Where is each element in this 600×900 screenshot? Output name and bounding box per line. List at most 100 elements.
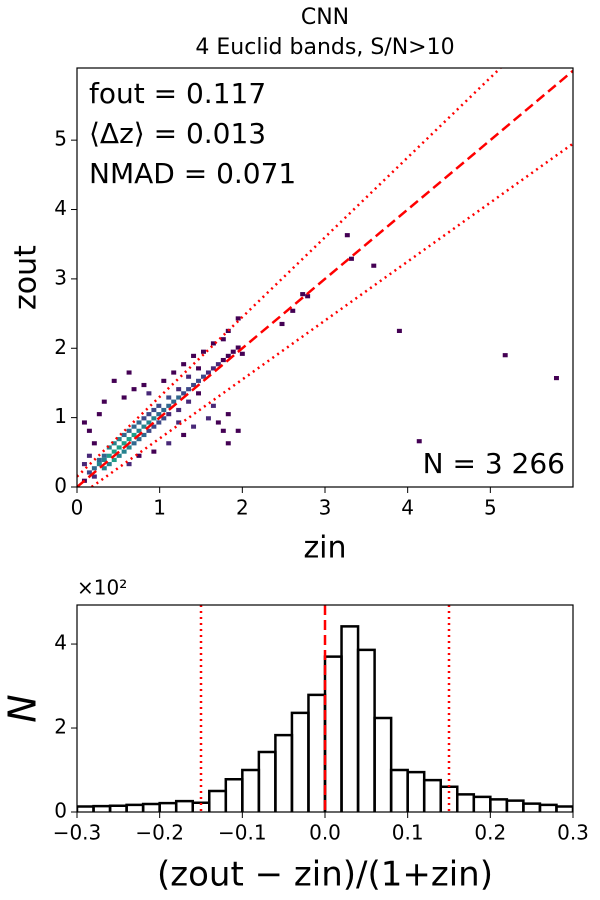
hist2d-cell xyxy=(186,399,192,404)
hist2d-cell xyxy=(239,351,245,356)
hist2d-cell xyxy=(210,366,216,371)
x-tick-label: 0.2 xyxy=(474,821,506,845)
hist2d-cell xyxy=(196,391,201,396)
x-tick-label: 4 xyxy=(401,496,414,520)
x-tick-label: 2 xyxy=(236,496,249,520)
histogram-bin xyxy=(373,716,393,812)
hist2d-cell xyxy=(96,457,102,463)
axes-frame xyxy=(76,604,574,813)
hist2d-cell xyxy=(121,441,127,446)
hist2d-cell xyxy=(210,403,216,408)
hist2d-cell xyxy=(141,424,147,429)
hist2d-cell xyxy=(553,376,559,381)
hist2d-cell xyxy=(141,416,147,421)
hist2d-cell xyxy=(416,439,422,444)
hist2d-cell xyxy=(146,391,152,396)
x-tick-label: −0.2 xyxy=(135,821,184,845)
hist2d-cell xyxy=(225,353,231,358)
y-tick-label: 4 xyxy=(54,631,67,655)
plot-area xyxy=(77,68,573,487)
x-tick-label: −0.1 xyxy=(218,821,267,845)
x-tick-label: 1 xyxy=(153,496,166,520)
y-tick-label: 1 xyxy=(54,404,67,428)
hist2d-cell xyxy=(81,462,87,467)
histogram-bin xyxy=(389,768,409,812)
y-tick-label: 4 xyxy=(54,196,67,220)
histogram-bin xyxy=(274,733,294,812)
y-tick-label: 0 xyxy=(54,799,67,823)
hist2d-cell xyxy=(279,321,285,327)
y-tick-label: 0 xyxy=(54,474,67,498)
hist2d-cell xyxy=(225,441,231,446)
hist2d-cell xyxy=(161,378,167,383)
histogram-bin xyxy=(422,778,442,812)
histogram-bin xyxy=(92,804,112,812)
hist2d-cell xyxy=(116,437,122,442)
hist2d-cell xyxy=(96,412,102,417)
hist2d-cell xyxy=(91,441,97,446)
hist2d-cell xyxy=(156,420,162,425)
y-axis-label: N xyxy=(1,694,45,722)
hist2d-cell xyxy=(166,441,172,446)
histogram-bin xyxy=(158,801,178,812)
hist2d-cell xyxy=(300,292,306,297)
hist2d-cell xyxy=(101,457,107,463)
hist2d-cell xyxy=(181,362,187,367)
chart-title: CNN xyxy=(301,5,349,30)
hist2d-cell xyxy=(201,374,206,379)
hist2d-cell xyxy=(348,256,354,261)
hist2d-cell xyxy=(196,378,201,383)
hist2d-cell xyxy=(215,420,221,425)
hist2d-cell xyxy=(86,470,92,475)
hist2d-cell xyxy=(166,403,172,408)
reference-line xyxy=(77,69,573,487)
hist2d-cell xyxy=(290,308,296,313)
y-tick-label: 3 xyxy=(54,265,67,289)
hist2d-cell xyxy=(396,328,402,333)
hist2d-cell xyxy=(161,416,167,421)
hist2d-cell xyxy=(136,428,142,433)
hist2d-cell xyxy=(126,428,132,433)
hist2d-cell xyxy=(141,432,147,438)
x-tick-label: 0.0 xyxy=(309,821,341,845)
hist2d-cell xyxy=(176,407,182,413)
hist2d-cell xyxy=(106,445,112,450)
histogram-bin xyxy=(224,778,244,812)
hist2d-cell xyxy=(502,353,508,358)
histogram-bin xyxy=(439,785,459,812)
x-axis-label: zin xyxy=(303,531,346,566)
histogram-bin xyxy=(555,805,573,812)
hist2d-cell xyxy=(171,370,177,375)
annotation: ⟨Δz⟩ = 0.013 xyxy=(89,117,266,150)
reference-line xyxy=(89,142,573,487)
hist2d-cell xyxy=(81,420,87,425)
hist2d-cell xyxy=(176,420,182,425)
chart-subtitle: 4 Euclid bands, S/N>10 xyxy=(195,35,454,60)
annotation: fout = 0.117 xyxy=(89,77,266,110)
hist2d-cell xyxy=(131,441,137,446)
hist2d-cell xyxy=(126,370,132,375)
x-tick-label: 3 xyxy=(319,496,332,520)
hist2d-cell xyxy=(235,345,241,350)
hist2d-cell xyxy=(106,453,112,458)
hist2d-cell xyxy=(191,424,197,429)
hist2d-cell xyxy=(371,263,377,268)
x-tick-label: 0.3 xyxy=(557,821,589,845)
histogram-bin xyxy=(241,768,261,812)
hist2d-cell xyxy=(181,391,187,396)
hist2d-cell xyxy=(161,407,167,413)
hist2d-cell xyxy=(111,441,117,446)
hist2d-cell xyxy=(181,432,187,438)
histogram-bin xyxy=(538,803,558,812)
x-axis-label: (zout − zin)/(1+zin) xyxy=(157,855,493,895)
histogram-bin xyxy=(141,802,161,812)
histogram-bin xyxy=(522,802,542,812)
hist2d-cell xyxy=(101,466,107,471)
reference-line xyxy=(77,68,503,478)
axes-frame xyxy=(76,67,574,488)
hist2d-cell xyxy=(131,432,137,438)
hist2d-cell xyxy=(196,366,201,371)
hist2d-cell xyxy=(141,382,147,388)
histogram-bin xyxy=(125,803,145,812)
